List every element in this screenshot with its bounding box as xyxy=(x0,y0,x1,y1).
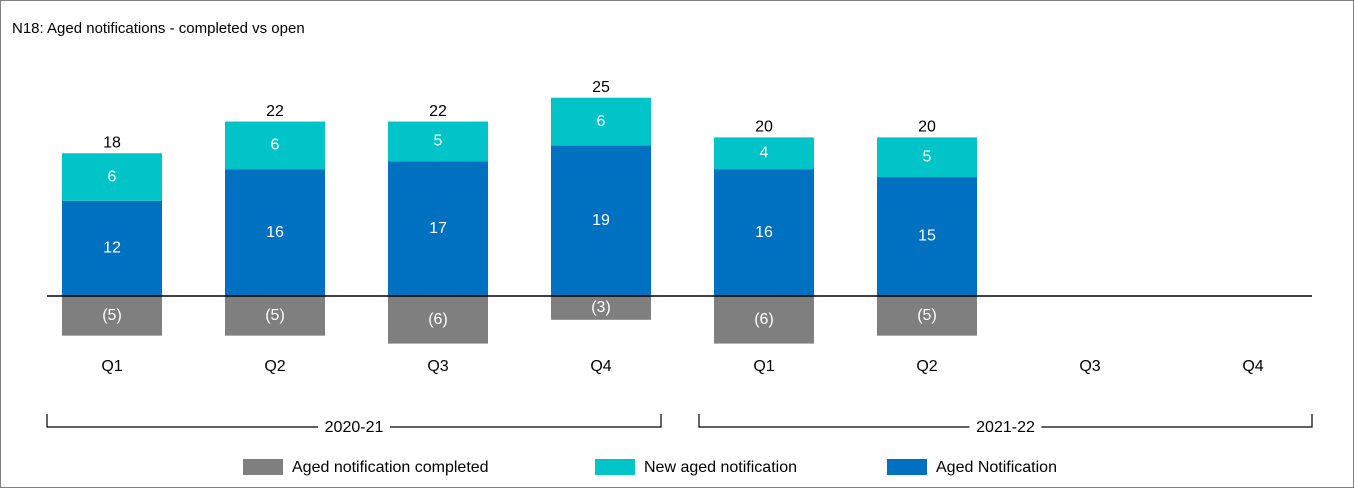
segment-label: (5) xyxy=(102,307,122,324)
segment-label: (5) xyxy=(917,307,937,324)
bar-segment xyxy=(877,296,977,336)
legend-label: Aged notification completed xyxy=(292,459,489,476)
bar-segment xyxy=(225,169,325,296)
bar-segment xyxy=(714,296,814,344)
bar-segment xyxy=(714,137,814,170)
x-tick-label: Q3 xyxy=(427,358,448,375)
total-label: 20 xyxy=(755,119,773,136)
segment-label: 16 xyxy=(266,224,284,241)
group-label: 2021-22 xyxy=(976,419,1035,436)
legend-swatch xyxy=(595,459,635,475)
segment-label: 15 xyxy=(918,228,936,245)
chart-title: N18: Aged notifications - completed vs o… xyxy=(12,20,305,37)
bar-segment xyxy=(714,169,814,296)
x-tick-label: Q2 xyxy=(264,358,285,375)
segment-label: 6 xyxy=(108,168,117,185)
segment-label: 19 xyxy=(592,212,610,229)
segment-label: 5 xyxy=(923,148,932,165)
bar-segment xyxy=(388,121,488,162)
bar-segment xyxy=(877,177,977,296)
x-tick-label: Q4 xyxy=(1242,358,1263,375)
bar-segment xyxy=(225,121,325,170)
group-label-bg xyxy=(969,418,1042,436)
bar-segment xyxy=(388,296,488,344)
segment-label: 12 xyxy=(103,240,121,257)
bar-segment xyxy=(62,200,162,296)
legend-label: New aged notification xyxy=(644,459,797,476)
legend-swatch xyxy=(887,459,927,475)
x-tick-label: Q1 xyxy=(101,358,122,375)
x-tick-label: Q4 xyxy=(590,358,611,375)
x-tick-label: Q2 xyxy=(916,358,937,375)
segment-label: 16 xyxy=(755,224,773,241)
group-label: 2020-21 xyxy=(325,419,384,436)
segment-label: (6) xyxy=(754,311,774,328)
segment-label: 5 xyxy=(434,133,443,150)
segment-label: 17 xyxy=(429,220,447,237)
total-label: 18 xyxy=(103,134,121,151)
segment-label: (6) xyxy=(428,311,448,328)
bar-segment xyxy=(551,296,651,320)
bar-segment xyxy=(551,97,651,146)
segment-label: 6 xyxy=(597,113,606,130)
bar-segment xyxy=(62,153,162,201)
legend-swatch xyxy=(243,459,283,475)
bar-segment xyxy=(62,296,162,336)
legend-label: Aged Notification xyxy=(936,459,1057,476)
total-label: 22 xyxy=(429,103,447,120)
total-label: 22 xyxy=(266,103,284,120)
segment-label: 6 xyxy=(271,137,280,154)
segment-label: 4 xyxy=(760,144,769,161)
x-tick-label: Q1 xyxy=(753,358,774,375)
total-label: 25 xyxy=(592,79,610,96)
bar-segment xyxy=(877,137,977,178)
bar-segment xyxy=(388,161,488,296)
total-label: 20 xyxy=(918,119,936,136)
segment-label: (5) xyxy=(265,307,285,324)
bar-segment xyxy=(225,296,325,336)
segment-label: (3) xyxy=(591,299,611,316)
x-tick-label: Q3 xyxy=(1079,358,1100,375)
group-label-bg xyxy=(318,418,390,436)
bar-segment xyxy=(551,145,651,296)
